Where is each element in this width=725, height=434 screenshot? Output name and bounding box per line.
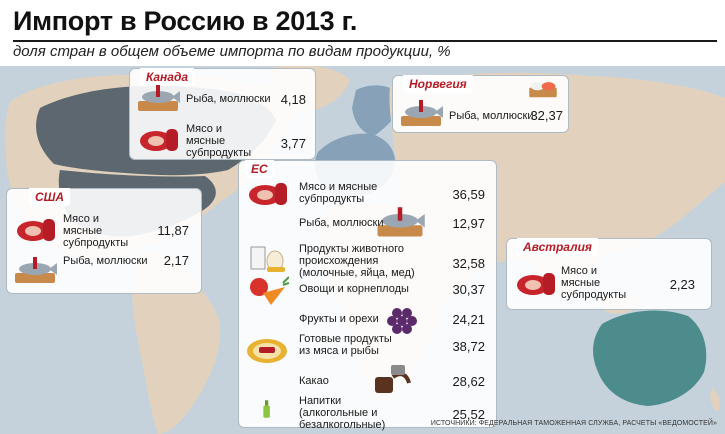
chart-subtitle: доля стран в общем объеме импорта по вид…	[13, 43, 451, 60]
canada-panel: Канада Рыба, моллюски 4,18 Мясо и мясные…	[129, 68, 316, 160]
row-label: Овощи и корнеплоды	[299, 283, 409, 295]
table-row: Овощи и корнеплоды 30,37	[239, 271, 496, 311]
row-value: 30,37	[452, 282, 485, 297]
eu-tag: ЕС	[245, 160, 274, 178]
map-australia	[593, 310, 707, 406]
norway-tag: Норвегия	[403, 75, 473, 93]
dairy-icon	[250, 246, 285, 272]
row-label: Рыба, моллюски	[63, 255, 148, 267]
norway-panel: Норвегия Рыба, моллюски 32,37	[392, 75, 569, 133]
row-label: Какао	[299, 375, 329, 387]
table-row: Какао 28,62	[239, 363, 496, 403]
row-value: 3,77	[280, 136, 306, 151]
sushi-icon	[529, 82, 557, 98]
meat-icon	[140, 129, 178, 151]
row-label: Рыба, моллюски	[186, 93, 271, 105]
table-row: Мясо и мясные субпродукты 2,23	[507, 263, 711, 303]
row-label: Мясо и мясные субпродукты	[63, 213, 129, 249]
table-row: Рыба, моллюски 2,17	[7, 251, 201, 291]
row-value: 24,21	[452, 312, 485, 327]
table-row: Фрукты и орехи 24,21	[239, 299, 496, 339]
row-value: 11,87	[157, 223, 189, 238]
row-value: 38,72	[452, 339, 485, 354]
table-row: Рыба, моллюски 32,37	[393, 94, 568, 134]
title-rule	[13, 40, 717, 42]
meat-icon	[249, 183, 287, 205]
row-value: 4,18	[280, 92, 306, 107]
drinks-icon	[263, 400, 270, 418]
row-label: Продукты животного происхождения (молочн…	[299, 243, 415, 279]
table-row: Мясо и мясные субпродукты 11,87	[7, 209, 201, 249]
meat-icon	[17, 219, 55, 241]
table-row: Рыба, моллюски 12,97	[239, 205, 496, 245]
cocoa-icon	[375, 365, 411, 393]
meat-icon	[517, 273, 555, 295]
fish-icon	[401, 100, 443, 126]
row-label: Рыба, моллюски	[299, 217, 384, 229]
row-label: Готовые продукты из мяса и рыбы	[299, 333, 392, 357]
header: Импорт в Россию в 2013 г. доля стран в о…	[0, 0, 725, 66]
australia-tag: Австралия	[517, 238, 598, 256]
row-value: 32,37	[530, 108, 563, 123]
canada-tag: Канада	[140, 68, 195, 86]
map-new-zealand	[710, 388, 720, 412]
eu-panel: ЕС Мясо и мясные субпродукты 36,59 Рыба,…	[238, 160, 497, 431]
fish-icon	[377, 207, 425, 237]
row-value: 2,17	[163, 253, 189, 268]
row-label: Фрукты и орехи	[299, 313, 379, 325]
row-value: 36,59	[452, 187, 485, 202]
usa-tag: США	[29, 188, 71, 206]
australia-panel: Австралия Мясо и мясные субпродукты 2,23	[506, 238, 712, 310]
row-label: Напитки (алкогольные и безалкогольные)	[299, 395, 386, 431]
row-value: 12,97	[452, 216, 485, 231]
row-value: 2,23	[669, 277, 695, 292]
row-label: Мясо и мясные субпродукты	[186, 123, 252, 159]
row-label: Мясо и мясные субпродукты	[299, 181, 378, 205]
source-note: ИСТОЧНИКИ: ФЕДЕРАЛЬНАЯ ТАМОЖЕННАЯ СЛУЖБА…	[430, 420, 717, 427]
map-south-america	[132, 251, 221, 434]
table-row: Готовые продукты из мяса и рыбы 38,72	[239, 329, 496, 369]
vegetables-icon	[250, 276, 289, 305]
row-value: 25,52	[452, 407, 485, 422]
fish-icon	[15, 257, 57, 283]
grapes-icon	[387, 308, 417, 334]
table-row: Продукты животного происхождения (молочн…	[239, 237, 496, 279]
table-row: Напитки (алкогольные и безалкогольные) 2…	[239, 389, 496, 431]
table-row: Мясо и мясные субпродукты 3,77	[130, 119, 315, 159]
row-label: Мясо и мясные субпродукты	[561, 265, 627, 301]
chart-title: Импорт в Россию в 2013 г.	[13, 6, 358, 36]
fish-icon	[138, 85, 180, 111]
table-row: Рыба, моллюски 4,18	[130, 79, 315, 119]
table-row: Мясо и мясные субпродукты 36,59	[239, 173, 496, 213]
row-label: Рыба, моллюски	[449, 110, 534, 122]
usa-panel: США Мясо и мясные субпродукты 11,87 Рыба…	[6, 188, 202, 294]
row-value: 32,58	[452, 256, 485, 271]
row-value: 28,62	[452, 374, 485, 389]
prepared-food-icon	[247, 339, 287, 363]
